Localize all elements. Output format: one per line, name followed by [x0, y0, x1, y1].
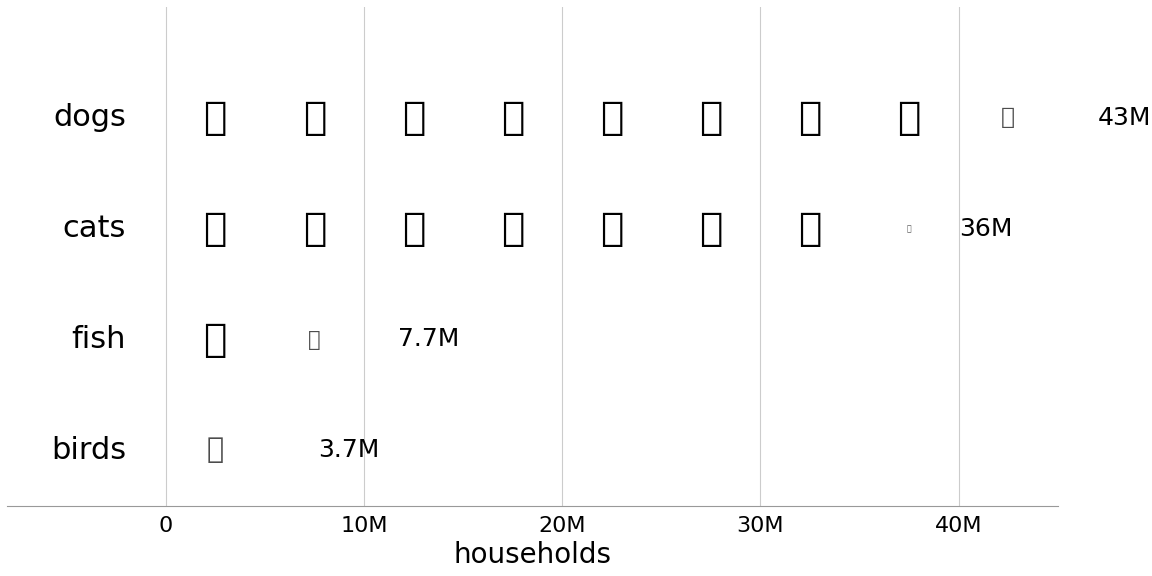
Text: 🐈: 🐈 [798, 210, 821, 248]
Text: 🐈: 🐈 [303, 210, 326, 248]
Text: 🐕: 🐕 [1001, 107, 1015, 129]
Text: 7.7M: 7.7M [397, 328, 458, 351]
X-axis label: households: households [454, 541, 612, 569]
Text: 🐈: 🐈 [699, 210, 722, 248]
Text: fish: fish [71, 325, 126, 354]
Text: 🐕: 🐕 [600, 99, 623, 137]
Text: 🦜: 🦜 [206, 437, 223, 464]
Text: 36M: 36M [958, 217, 1013, 241]
Text: 🐈: 🐈 [600, 210, 623, 248]
Text: 🐕: 🐕 [402, 99, 425, 137]
Text: 🐕: 🐕 [501, 99, 524, 137]
Text: birds: birds [51, 436, 126, 465]
Text: 🐟: 🐟 [308, 329, 320, 350]
Text: 🐕: 🐕 [897, 99, 920, 137]
Text: 🐈: 🐈 [907, 224, 911, 233]
Text: 🐟: 🐟 [204, 320, 227, 358]
Text: dogs: dogs [53, 103, 126, 132]
Text: 🐕: 🐕 [303, 99, 326, 137]
Text: 🐕: 🐕 [798, 99, 821, 137]
Text: 43M: 43M [1098, 106, 1151, 130]
Text: 3.7M: 3.7M [318, 438, 380, 463]
Text: 🐈: 🐈 [402, 210, 425, 248]
Text: 🐕: 🐕 [204, 99, 227, 137]
Text: 🐈: 🐈 [204, 210, 227, 248]
Text: cats: cats [62, 214, 126, 243]
Text: 🐈: 🐈 [501, 210, 524, 248]
Text: 🐕: 🐕 [699, 99, 722, 137]
